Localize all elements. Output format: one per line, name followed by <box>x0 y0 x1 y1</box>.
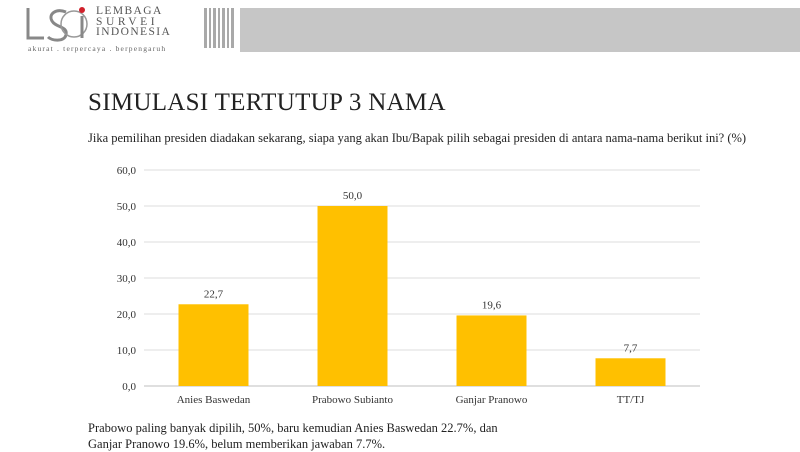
header-stripes <box>204 8 235 48</box>
survey-question: Jika pemilihan presiden diadakan sekaran… <box>88 131 747 145</box>
y-tick-label: 30,0 <box>117 273 137 285</box>
x-tick-label: Ganjar Pranowo <box>456 394 528 406</box>
bar <box>595 358 666 386</box>
y-tick-label: 10,0 <box>117 345 137 357</box>
header-band <box>240 8 800 52</box>
logo-line-3: INDONESIA <box>96 26 172 38</box>
bar <box>178 304 249 386</box>
bar <box>456 315 527 386</box>
lsi-logo-icon <box>26 7 88 42</box>
logo-text: LEMBAGA SURVEI INDONESIA <box>96 6 171 38</box>
x-tick-label: Prabowo Subianto <box>312 394 393 406</box>
y-tick-label: 40,0 <box>117 237 137 249</box>
data-label: 7,7 <box>624 342 638 354</box>
y-tick-label: 50,0 <box>117 201 137 213</box>
logo-line-1: LEMBAGA <box>96 5 163 17</box>
logo-line-2: SURVEI <box>96 15 159 28</box>
x-tick-label: TT/TJ <box>617 394 645 406</box>
y-tick-label: 0,0 <box>122 381 136 393</box>
page-title: SIMULASI TERTUTUP 3 NAMA <box>88 89 446 116</box>
data-label: 19,6 <box>482 299 502 311</box>
y-tick-label: 20,0 <box>117 309 137 321</box>
header: LEMBAGA SURVEI INDONESIA akurat . terper… <box>0 0 800 60</box>
bar-chart: 0,0 10,0 20,0 30,0 40,0 50,0 60,0 22,7 Anies Bas… <box>117 165 700 406</box>
logo-tagline: akurat . terpercaya . berpengaruh <box>28 44 167 53</box>
data-label: 50,0 <box>343 190 363 202</box>
data-label: 22,7 <box>204 288 224 300</box>
x-tick-label: Anies Baswedan <box>177 394 251 406</box>
summary-line-2: Ganjar Pranowo 19.6%, belum memberikan j… <box>88 437 386 451</box>
summary-line-1: Prabowo paling banyak dipilih, 50%, baru… <box>88 421 498 435</box>
y-tick-label: 60,0 <box>117 165 137 177</box>
bar <box>317 206 388 386</box>
chart-summary: Prabowo paling banyak dipilih, 50%, baru… <box>88 420 498 452</box>
